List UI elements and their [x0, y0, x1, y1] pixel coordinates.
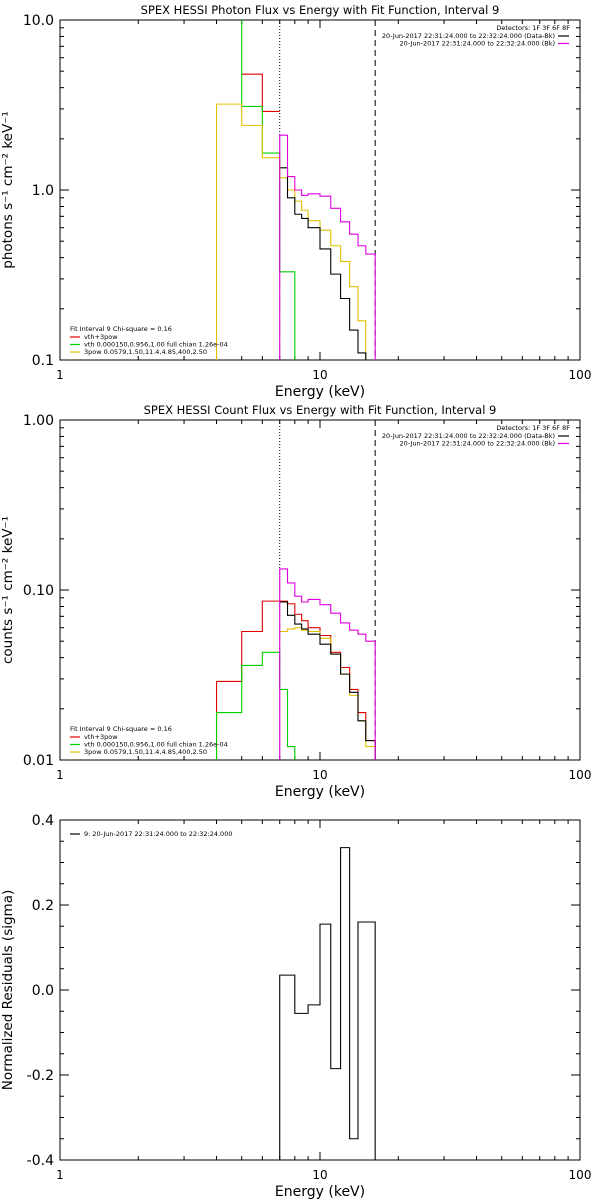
- y-tick-label: 0.0: [32, 983, 54, 999]
- y-tick-label: 0.10: [23, 583, 54, 599]
- x-tick-label: 1: [56, 768, 64, 782]
- x-tick-label: 100: [569, 1168, 592, 1182]
- series-bk: [279, 568, 376, 760]
- y-tick-label: 1.0: [32, 183, 54, 199]
- series-vth-3pow: [215, 600, 376, 760]
- y-tick-label: 10.0: [23, 13, 54, 29]
- fit-legend-text: vth+3pow: [84, 733, 118, 741]
- y-axis-label: counts s⁻¹ cm⁻² keV⁻¹: [0, 516, 16, 664]
- fit-legend-header: Fit Interval 9 Chi-square = 0.16: [70, 725, 172, 733]
- series-vth: [215, 651, 296, 760]
- legend-entry-text: 20-Jun-2017 22:31:24.000 to 22:32:24.000…: [400, 40, 555, 48]
- fit-legend-text: 3pow 0.0579,1.50,11.4,4.85,400,2.50: [84, 748, 207, 756]
- series-group: [215, 568, 376, 760]
- legend-header: Detectors: 1F 3F 6F 8F: [496, 24, 570, 32]
- chart-title: SPEX HESSI Photon Flux vs Energy with Fi…: [141, 3, 500, 17]
- x-tick-label: 10: [312, 1168, 327, 1182]
- series-bk: [279, 134, 376, 360]
- chart-panel-3: 1 10 100 Energy (keV) 0.4 0.2 0.0 -0.2 -0.4 Norma…: [0, 813, 591, 1200]
- chart-panel-1: SPEX HESSI Photon Flux vs Energy with Fi…: [0, 3, 592, 400]
- series-data-bk: [279, 601, 376, 760]
- y-tick-label: -0.2: [27, 1068, 54, 1084]
- y-tick-label: 0.4: [32, 813, 54, 829]
- fit-legend-text: vth 0.000150,0.956,1.00 full chian 1.26e…: [84, 341, 228, 349]
- plot-frame: [59, 419, 581, 761]
- fit-legend-text: vth+3pow: [84, 333, 118, 341]
- y-axis-label: Normalized Residuals (sigma): [0, 890, 16, 1091]
- chart-title: SPEX HESSI Count Flux vs Energy with Fit…: [144, 403, 497, 417]
- x-tick-label: 10: [312, 768, 327, 782]
- x-tick-label: 10: [312, 368, 327, 382]
- x-tick-label: 100: [569, 368, 592, 382]
- y-tick-label: -0.4: [27, 1153, 54, 1169]
- x-axis-label: Energy (keV): [275, 784, 365, 800]
- series-group: [279, 847, 376, 1160]
- x-axis-label: Energy (keV): [275, 384, 365, 400]
- y-tick-label: 0.01: [23, 753, 54, 769]
- x-tick-label: 1: [56, 368, 64, 382]
- y-tick-label: 1.00: [23, 413, 54, 429]
- y-tick-label: 0.2: [32, 898, 54, 914]
- legend-entry-text: 20-Jun-2017 22:31:24.000 to 22:32:24.000…: [382, 32, 555, 40]
- fit-legend-text: 3pow 0.0579,1.50,11.4,4.85,400,2.50: [84, 348, 207, 356]
- series-residuals: [279, 847, 376, 1160]
- series-vth-3pow: [241, 73, 280, 112]
- y-tick-label: 0.1: [32, 353, 54, 369]
- fit-legend-text: vth 0.000150,0.956,1.00 full chian 1.26e…: [84, 741, 228, 749]
- x-tick-label: 100: [569, 768, 592, 782]
- series-group: [215, 20, 376, 360]
- y-axis-label: photons s⁻¹ cm⁻² keV⁻¹: [0, 111, 16, 269]
- series-3pow: [279, 627, 376, 760]
- series-vth: [241, 20, 296, 360]
- legend-entry-text: 9: 20-Jun-2017 22:31:24.000 to 22:32:24.…: [84, 830, 232, 838]
- series-3pow: [215, 103, 376, 360]
- chart-panel-2: SPEX HESSI Count Flux vs Energy with Fit…: [0, 403, 591, 800]
- x-tick-label: 1: [56, 1168, 64, 1182]
- legend-entry-text: 20-Jun-2017 22:31:24.000 to 22:32:24.000…: [382, 432, 555, 440]
- series-data-bk: [279, 167, 376, 360]
- x-axis-label: Energy (keV): [275, 1184, 365, 1200]
- fit-legend-header: Fit Interval 9 Chi-square = 0.16: [70, 325, 172, 333]
- legend-header: Detectors: 1F 3F 6F 8F: [496, 424, 570, 432]
- plot-frame: [59, 19, 581, 361]
- legend-entry-text: 20-Jun-2017 22:31:24.000 to 22:32:24.000…: [400, 440, 555, 448]
